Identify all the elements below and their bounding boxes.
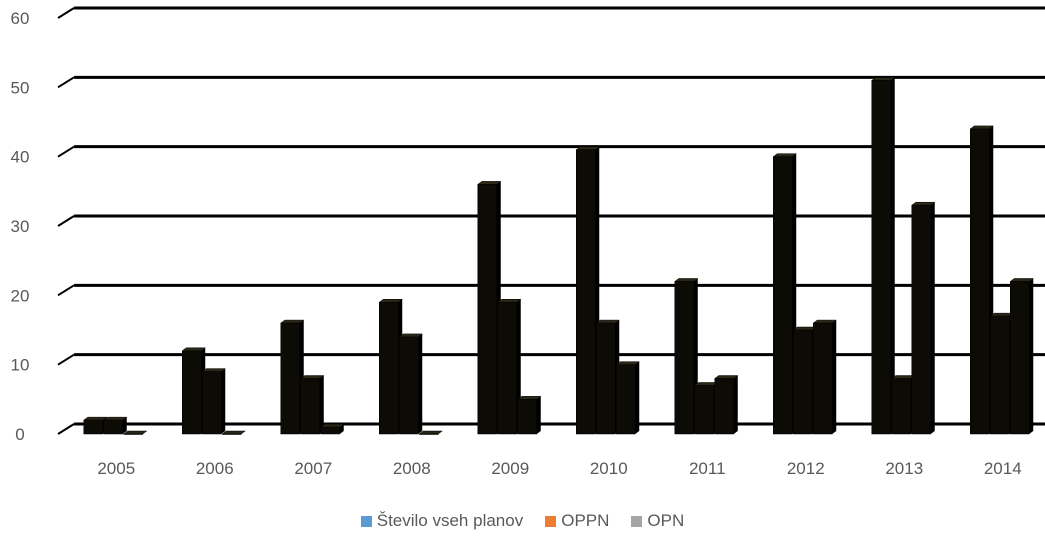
legend-item-series-2: OPPN [545, 511, 609, 531]
bar [280, 319, 305, 435]
gridline-depth [57, 423, 75, 435]
bar [714, 375, 739, 435]
bar [398, 333, 423, 435]
legend-item-series-1: Število vseh planov [360, 511, 524, 531]
y-tick-label: 60 [11, 9, 30, 28]
bar [615, 361, 640, 435]
bar [300, 375, 325, 435]
bar [123, 430, 148, 435]
bar [517, 396, 542, 435]
x-tick-label: 2014 [984, 459, 1022, 478]
tick-labels: 0 10 20 30 40 50 60 2005 2006 2007 2008 2009 2010 201… [11, 9, 1022, 478]
x-tick-label: 2013 [885, 459, 923, 478]
x-tick-label: 2008 [393, 459, 431, 478]
bar [221, 430, 246, 435]
bar [969, 125, 994, 435]
bar [911, 201, 936, 435]
legend-swatch-series-2 [545, 515, 557, 527]
x-tick-label: 2009 [491, 459, 529, 478]
x-tick-label: 2011 [689, 459, 726, 478]
bars [83, 77, 1034, 435]
bar [772, 153, 797, 435]
x-tick-label: 2012 [787, 459, 825, 478]
bar [674, 278, 699, 435]
bar [792, 326, 817, 435]
bar [595, 319, 620, 435]
gridline-depth [57, 215, 75, 227]
legend-label-series-1: Število vseh planov [376, 511, 524, 530]
x-tick-label: 2010 [590, 459, 628, 478]
legend-swatch-series-3 [631, 515, 643, 527]
gridline-depth [57, 7, 75, 19]
bar [201, 368, 226, 435]
y-tick-label: 30 [11, 217, 30, 236]
bar [891, 375, 916, 435]
bar [83, 416, 108, 435]
legend-label-series-2: OPPN [561, 511, 610, 530]
bar [103, 416, 128, 435]
gridline-depth [57, 284, 75, 297]
bar [378, 299, 403, 435]
bar [989, 312, 1014, 435]
x-tick-label: 2005 [97, 459, 135, 478]
bar [477, 181, 502, 435]
y-tick-label: 20 [11, 286, 30, 305]
x-tick-label: 2006 [196, 459, 234, 478]
legend: Število vseh planov OPPN OPN [0, 511, 1045, 531]
legend-item-series-3: OPN [631, 511, 684, 531]
gridline-depth [57, 145, 75, 158]
bar [497, 299, 522, 435]
y-tick-label: 0 [15, 425, 24, 444]
legend-swatch-series-1 [360, 515, 372, 527]
legend-label-series-3: OPN [647, 511, 685, 530]
bar [181, 347, 206, 435]
bar [1009, 278, 1034, 435]
gridline-depth [57, 353, 75, 366]
bar [418, 430, 443, 435]
x-tick-label: 2007 [294, 459, 332, 478]
bar [575, 146, 600, 435]
y-tick-label: 40 [11, 148, 30, 167]
gridline-depth [57, 76, 75, 89]
bar [694, 382, 719, 435]
bar [871, 77, 896, 435]
y-tick-label: 50 [11, 78, 30, 97]
y-tick-label: 10 [11, 356, 30, 375]
bar [812, 319, 837, 435]
bar [320, 423, 345, 435]
